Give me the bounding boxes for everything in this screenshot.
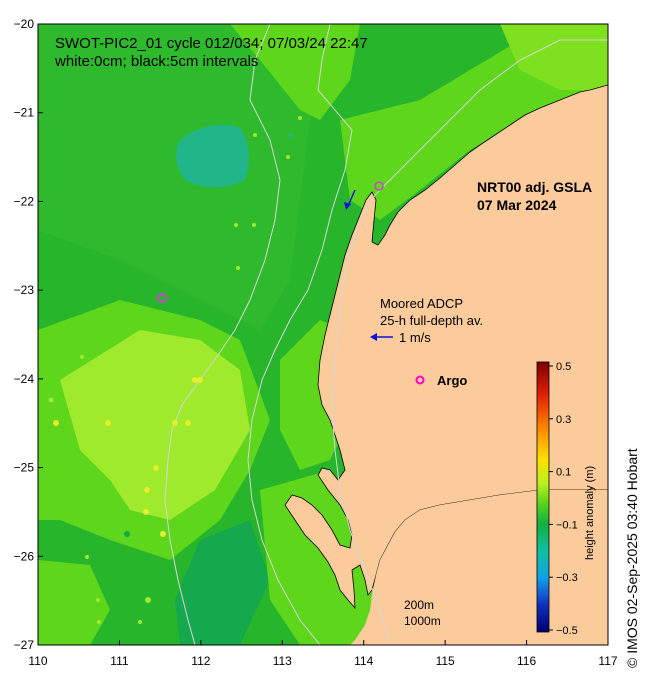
product-name: NRT00 adj. GSLA (477, 179, 592, 195)
bathymetry-contour-1000m (164, 24, 281, 645)
colorbar-tick-label: −0.1 (556, 519, 578, 531)
swot-cycle-title: SWOT-PIC2_01 cycle 012/034; 07/03/24 22:… (55, 35, 368, 52)
y-tick-label: −20 (14, 17, 35, 31)
x-tick-label: 113 (273, 654, 292, 668)
swot-sample-points (48, 24, 338, 624)
bathymetry-contour-shelf (331, 39, 608, 645)
adcp-current-vector (344, 189, 356, 210)
y-tick-label: −27 (14, 638, 35, 652)
colorbar-gradient (536, 361, 550, 633)
y-tick-label: −24 (14, 372, 35, 386)
colorbar-tick-label: 0.1 (556, 467, 571, 479)
contour-legend-200m: 200m (404, 598, 434, 612)
x-tick-label: 117 (598, 654, 617, 668)
bathymetry-contour-200m (247, 24, 353, 645)
adcp-scale-label: 1 m/s (399, 330, 431, 345)
colorbar: 0.5 0.3 0.1 −0.1 −0.3 −0.5 height anomaly (m) (536, 361, 596, 637)
y-tick-label: −21 (14, 106, 35, 120)
sea-region-southwest (38, 560, 110, 645)
x-tick-label: 112 (191, 654, 210, 668)
colorbar-tick-label: −0.5 (556, 625, 578, 637)
plot-frame (37, 23, 609, 646)
x-tick-label: 115 (436, 654, 455, 668)
y-tick-label: −26 (14, 549, 35, 563)
y-tick-label: −22 (14, 194, 35, 208)
x-tick-label: 111 (110, 654, 129, 668)
adcp-scale-arrow (370, 333, 393, 341)
contour-interval-note: white:0cm; black:5cm intervals (54, 53, 258, 70)
contour-legend-1000m: 1000m (404, 614, 441, 628)
argo-legend-marker (415, 375, 425, 385)
argo-float[interactable] (374, 181, 384, 191)
colorbar-tick-label: 0.3 (556, 414, 571, 426)
sea-region-southcentral-dark (175, 520, 270, 645)
imos-credit: © IMOS 02-Sep-2025 03:40 Hobart (624, 448, 640, 668)
adcp-legend-subtitle: 25-h full-depth av. (380, 313, 483, 328)
x-tick-label: 114 (354, 654, 373, 668)
sea-region-northeast-light (230, 24, 360, 120)
sea-region-south-bright (60, 330, 250, 520)
x-tick-label: 110 (28, 654, 47, 668)
land-australia (284, 84, 608, 610)
adcp-legend-title: Moored ADCP (380, 296, 463, 311)
y-tick-label: −23 (14, 283, 35, 297)
colorbar-tick-label: 0.5 (556, 361, 571, 373)
y-tick-label: −25 (14, 461, 35, 475)
y-axis: −20 −21 −22 −23 −24 −25 −26 −27 (14, 17, 43, 652)
argo-float[interactable] (157, 293, 167, 303)
x-axis: 110 111 112 113 114 115 116 117 (28, 640, 618, 668)
x-tick-label: 116 (517, 654, 536, 668)
colorbar-tick-label: −0.3 (556, 572, 578, 584)
colorbar-ticks: 0.5 0.3 0.1 −0.1 −0.3 −0.5 (549, 361, 578, 637)
sea-region-eddy (176, 124, 249, 188)
argo-legend-label: Argo (437, 373, 467, 388)
colorbar-label: height anomaly (m) (584, 466, 596, 560)
map-plot-area (38, 24, 608, 645)
product-date: 07 Mar 2024 (477, 197, 557, 213)
